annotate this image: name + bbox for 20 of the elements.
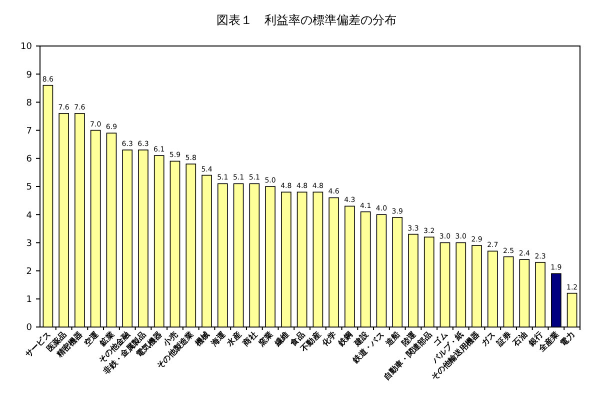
y-tick-label: 1: [26, 295, 32, 306]
x-tick-label: 鉄鋼: [336, 330, 354, 348]
chart-title: 図表１ 利益率の標準偏差の分布: [216, 13, 396, 27]
x-tick-label: 化学: [320, 330, 338, 348]
x-tick-label: 造船: [383, 330, 402, 348]
x-tick-label: 空運: [82, 328, 101, 348]
y-tick-label: 9: [26, 70, 32, 80]
y-tick-label: 0: [26, 323, 32, 334]
y-tick-label: 4: [26, 210, 32, 221]
y-tick-label: 8: [26, 98, 32, 108]
y-tick-label: 6: [26, 154, 32, 165]
x-tick-label: 海運: [208, 329, 228, 348]
x-tick-label: 電力: [558, 330, 576, 348]
y-tick-label: 3: [26, 238, 32, 249]
x-tick-label: 繊維: [272, 330, 291, 348]
y-tick-label: 5: [26, 182, 32, 193]
y-tick-label: 10: [20, 42, 32, 52]
x-tick-label: 機械: [192, 330, 212, 348]
y-tick-label: 7: [26, 126, 32, 136]
y-tick-label: 2: [26, 266, 32, 277]
